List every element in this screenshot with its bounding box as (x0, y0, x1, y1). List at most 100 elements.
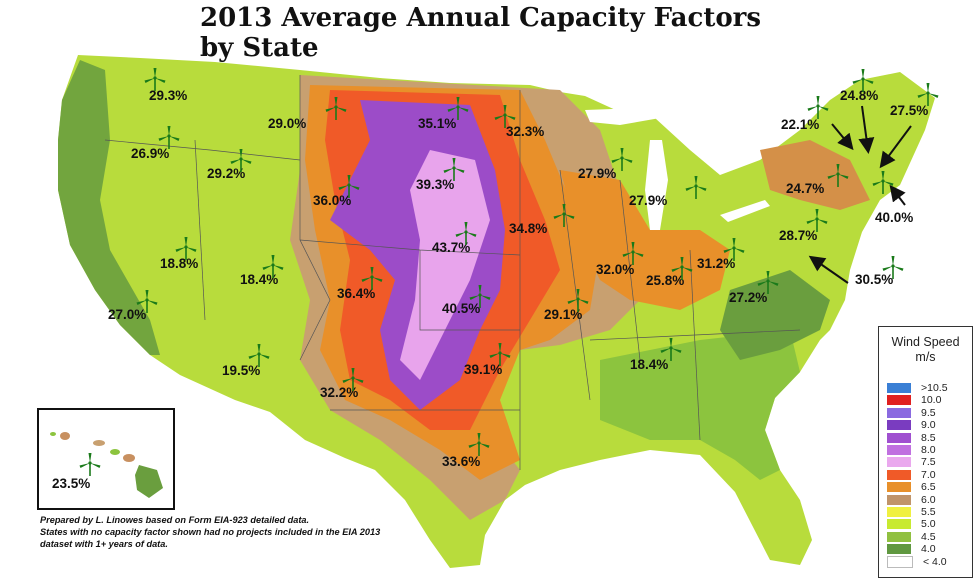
legend-label: 9.0 (921, 419, 936, 432)
capacity-label-idaho: 29.2% (207, 166, 246, 181)
capacity-label-ohio: 31.2% (697, 256, 736, 271)
capacity-label-oklahoma: 39.1% (464, 362, 503, 377)
wind-turbine-icon (443, 157, 465, 181)
wind-turbine-icon (248, 343, 270, 367)
legend-label: >10.5 (921, 382, 948, 394)
wind-turbine-icon (262, 254, 284, 278)
wind-turbine-icon (494, 104, 516, 128)
legend-swatch (887, 445, 911, 455)
legend-swatch (887, 531, 911, 542)
wind-turbine-icon (622, 241, 644, 265)
capacity-label-missouri: 29.1% (544, 307, 583, 322)
wind-turbine-icon (338, 174, 360, 198)
capacity-label-minnesota: 32.3% (506, 124, 545, 139)
capacity-label-montana: 29.0% (268, 116, 307, 131)
wind-turbine-icon (671, 256, 693, 280)
hawaii-islands (50, 432, 163, 498)
wind-turbine-icon (685, 175, 707, 199)
wind-turbine-icon (882, 255, 904, 279)
legend-entry: 7.0 (887, 469, 961, 481)
wind-turbine-icon (660, 337, 682, 361)
capacity-label-vermont: 22.1% (781, 117, 820, 132)
maryland-arrow (808, 255, 849, 284)
legend-swatch (887, 383, 911, 393)
legend-swatch (887, 494, 911, 505)
maine-arrow (879, 125, 912, 169)
legend-entry: 8.5 (887, 432, 961, 444)
capacity-label-wyoming: 36.0% (313, 193, 352, 208)
capacity-label-north-dakota: 35.1% (418, 116, 457, 131)
hawaii-inset (37, 408, 175, 510)
legend-label: 8.0 (921, 444, 936, 456)
wind-turbine-icon (611, 147, 633, 171)
capacity-label-west-virginia: 27.2% (729, 290, 768, 305)
wind-turbine-icon (447, 96, 469, 120)
legend-swatch (887, 469, 911, 480)
legend-swatch (887, 420, 911, 431)
wind-turbine-icon (325, 96, 347, 120)
lake-erie (720, 200, 770, 222)
legend-entry: >10.5 (887, 382, 961, 394)
legend-swatch (887, 432, 911, 443)
legend-entry: 9.5 (887, 406, 961, 419)
massachusetts-arrow (889, 184, 906, 206)
wind-turbine-icon (827, 163, 849, 187)
wind-speed-legend: Wind Speed m/s >10.5 10.0 9.5 9.0 8.5 8.0 7.5 7… (878, 326, 973, 578)
wind-turbine-icon (806, 208, 828, 232)
legend-entry: 8.0 (887, 444, 961, 456)
state-borders (104, 75, 801, 470)
note-line-3: dataset with 1+ years of data. (40, 539, 168, 549)
legend-entry: 4.0 (887, 543, 961, 555)
plains-pink (400, 150, 490, 380)
legend-swatch (887, 457, 911, 468)
legend-label: 10.0 (921, 394, 942, 407)
capacity-label-illinois: 32.0% (596, 262, 635, 277)
capacity-label-new-hampshire: 24.8% (840, 88, 879, 103)
legend-label: < 4.0 (923, 555, 947, 568)
lake-superior (585, 108, 660, 125)
legend-swatch (887, 507, 911, 517)
vermont-arrow (831, 123, 854, 151)
northeast-orange (760, 140, 870, 210)
capacity-label-washington: 29.3% (149, 88, 188, 103)
capacity-label-hawaii: 23.5% (52, 476, 91, 491)
new-hampshire-arrow (858, 105, 875, 154)
capacity-label-indiana: 25.8% (646, 273, 685, 288)
legend-entry: 6.5 (887, 481, 961, 493)
note-line-1: Prepared by L. Linowes based on Form EIA… (40, 515, 310, 525)
wind-turbine-icon (489, 342, 511, 366)
capacity-label-michigan: 27.9% (629, 193, 668, 208)
capacity-label-tennessee: 18.4% (630, 357, 669, 372)
capacity-label-nebraska: 43.7% (432, 240, 471, 255)
appalachian-green (720, 270, 830, 360)
wind-turbine-icon (553, 203, 575, 227)
legend-swatch (887, 519, 911, 530)
pacific-band (58, 60, 160, 355)
wind-turbine-icon (158, 125, 180, 149)
capacity-label-south-dakota: 39.3% (416, 177, 455, 192)
legend-label: 4.5 (921, 530, 936, 543)
note-line-2: States with no capacity factor shown had… (40, 527, 381, 537)
wind-turbine-icon (144, 67, 166, 91)
legend-entry: 10.0 (887, 394, 961, 407)
legend-label: 7.5 (921, 456, 936, 469)
legend-label: 9.5 (921, 406, 936, 419)
wind-turbine-icon (469, 284, 491, 308)
legend-swatch (887, 555, 913, 568)
legend-swatch (887, 407, 911, 418)
wind-turbine-icon (852, 68, 874, 92)
capacity-label-nevada: 18.8% (160, 256, 199, 271)
legend-swatch (887, 544, 911, 555)
wind-turbine-icon (468, 432, 490, 456)
southeast-green (600, 330, 800, 480)
legend-label: 6.0 (921, 493, 936, 506)
capacity-label-iowa: 34.8% (509, 221, 548, 236)
legend-title-line2: m/s (915, 350, 936, 364)
capacity-label-california: 27.0% (108, 307, 147, 322)
wind-turbine-icon (342, 367, 364, 391)
wind-turbine-icon (723, 237, 745, 261)
capacity-label-new-mexico: 32.2% (320, 385, 359, 400)
wind-turbine-icon (567, 288, 589, 312)
